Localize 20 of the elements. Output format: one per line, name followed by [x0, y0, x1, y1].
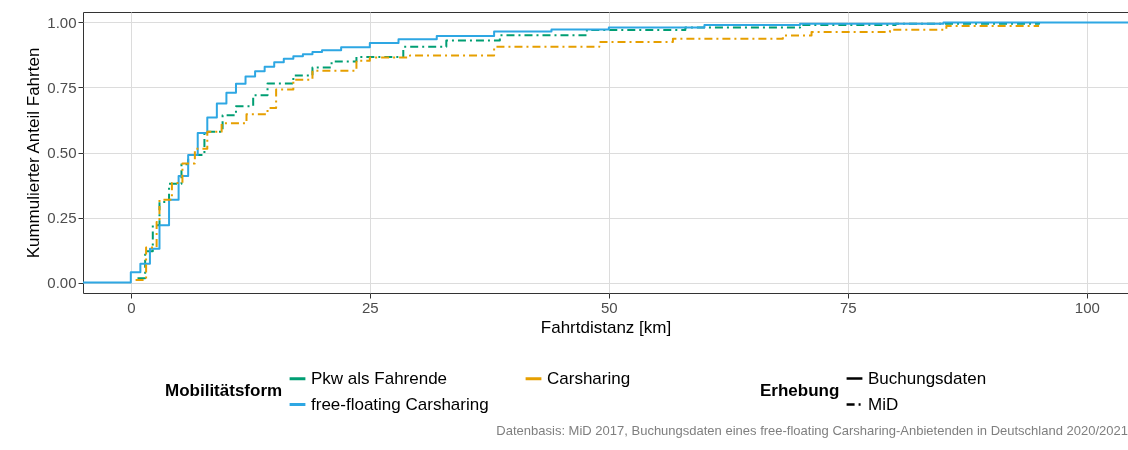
x-tick-label: 0	[127, 298, 136, 316]
text: Buchungsdaten	[868, 368, 987, 388]
legend-title: Mobilitätsform	[165, 381, 283, 400]
text: Datenbasis: MiD 2017, Buchungsdaten eines free-floating Carsharing-Anbietenden in Deutschland 2020/2021	[496, 423, 1128, 438]
x-tick-label: 75	[840, 298, 857, 316]
x-tick-label: 100	[1074, 298, 1100, 316]
x-tick-label: 50	[601, 298, 618, 316]
y-tick-label: 0.75	[47, 78, 77, 96]
legend-label: Carsharing	[547, 368, 631, 388]
x-axis-title: Fahrtdistanz [km]	[540, 317, 672, 337]
x-tick-label: 25	[361, 298, 379, 316]
legend-label: free-floating Carsharing	[311, 394, 489, 414]
y-tick-label: 0.25	[47, 209, 77, 227]
y-axis-title: Kummulierter Anteil Fahrten	[24, 47, 44, 259]
y-tick-label: 1.00	[47, 13, 77, 31]
y-tick-label: 0.50	[47, 144, 77, 161]
text: MiD	[868, 394, 899, 414]
text: Erhebung	[760, 381, 840, 400]
y-tick-label: 0.00	[47, 274, 77, 292]
legend-label: Pkw als Fahrende	[311, 368, 448, 388]
